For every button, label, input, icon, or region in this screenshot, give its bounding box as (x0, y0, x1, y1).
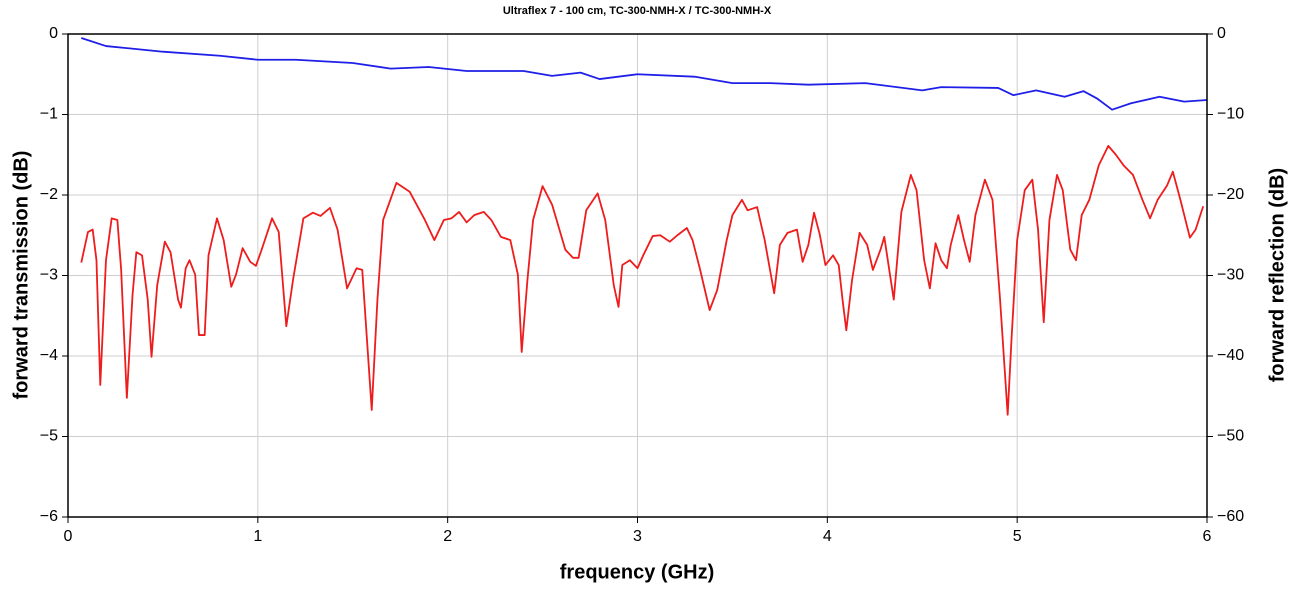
y-tick-label: −6 (40, 508, 58, 525)
y2-axis-label: forward reflection (dB) (1266, 168, 1288, 382)
x-tick-label: 0 (64, 528, 73, 545)
y2-tick-label: 0 (1217, 25, 1226, 42)
y-tick-label: −5 (40, 428, 58, 445)
y-tick-label: −2 (40, 186, 58, 203)
y-tick-label: 0 (49, 25, 58, 42)
y2-tick-label: −20 (1217, 186, 1244, 203)
x-tick-label: 3 (633, 528, 642, 545)
y2-tick-label: −30 (1217, 267, 1244, 284)
x-tick-label: 5 (1013, 528, 1022, 545)
y-tick-label: −3 (40, 267, 58, 284)
x-tick-label: 1 (253, 528, 262, 545)
series-line (80, 144, 1205, 416)
x-tick-label: 4 (823, 528, 832, 545)
x-axis-label: frequency (GHz) (560, 561, 714, 583)
y2-tick-label: −50 (1217, 428, 1244, 445)
y2-tick-label: −40 (1217, 347, 1244, 364)
chart-title: Ultraflex 7 - 100 cm, TC-300-NMH-X / TC-… (503, 5, 772, 17)
x-tick-label: 2 (443, 528, 452, 545)
y2-tick-label: −10 (1217, 106, 1244, 123)
y2-tick-label: −60 (1217, 508, 1244, 525)
grid (67, 33, 1208, 518)
y-tick-label: −4 (40, 347, 58, 364)
y-axis-label: forward transmission (dB) (10, 151, 32, 400)
plot-marks (80, 37, 1208, 416)
series-line (81, 37, 1208, 111)
x-tick-label: 6 (1203, 528, 1212, 545)
y-tick-label: −1 (40, 106, 58, 123)
